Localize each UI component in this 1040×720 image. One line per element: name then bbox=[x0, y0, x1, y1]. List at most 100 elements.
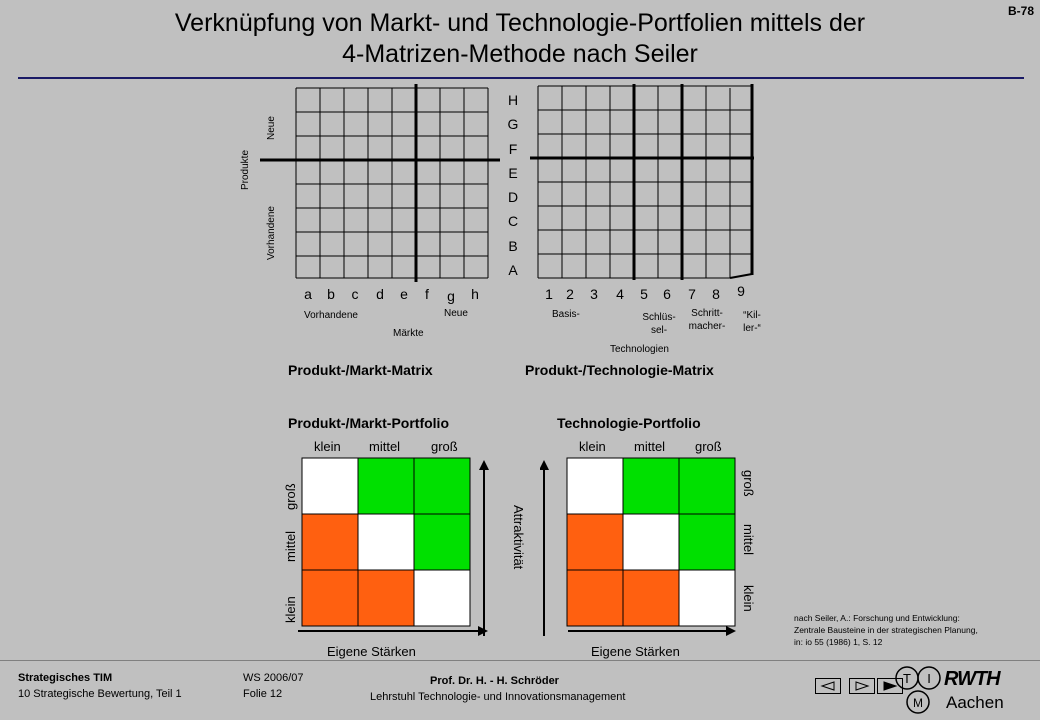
tech-cell-r2-c1 bbox=[622, 569, 680, 627]
pm-x-tick-a: a bbox=[304, 286, 312, 302]
pt-schluessel-line-2: sel- bbox=[650, 325, 668, 336]
tech-cell-r2-c0 bbox=[566, 569, 624, 627]
pt-x-tick-5: 5 bbox=[640, 286, 648, 302]
nav-first-icon bbox=[820, 681, 835, 691]
pm-x-tick-e: e bbox=[400, 286, 408, 302]
pt-x-tick-6: 6 bbox=[663, 286, 671, 302]
footer-chair: Lehrstuhl Technologie- und Innovationsma… bbox=[370, 691, 626, 703]
pm-matrix-caption: Produkt-/Markt-Matrix bbox=[288, 362, 433, 378]
tech-cell-r0-c0 bbox=[566, 457, 624, 515]
title-rule bbox=[18, 77, 1024, 79]
pt-x-tick-4: 4 bbox=[616, 286, 624, 302]
pm-portfolio-top-mittel: mittel bbox=[369, 439, 401, 454]
pt-matrix-grid bbox=[530, 84, 754, 280]
pt-x-tick-7: 7 bbox=[688, 286, 696, 302]
pm-portfolio-top-klein: klein bbox=[314, 439, 341, 454]
tech-portfolio-grid bbox=[566, 457, 736, 627]
pm-cell-r2-c1 bbox=[357, 569, 415, 627]
nav-first-button[interactable] bbox=[815, 678, 841, 694]
tech-cell-r0-c2 bbox=[678, 457, 736, 515]
shared-letter-g: G bbox=[507, 116, 519, 133]
tech-portfolio-x-axis: Eigene Stärken bbox=[591, 644, 680, 659]
pt-basis: Basis- bbox=[552, 309, 580, 320]
pm-portfolio-axes bbox=[298, 460, 489, 636]
shared-letter-c: C bbox=[507, 213, 519, 230]
pm-x-vorhandene: Vorhandene bbox=[304, 310, 358, 321]
pm-portfolio-grid bbox=[301, 457, 471, 627]
attraktivitaet-axis-label: Attraktivität bbox=[511, 505, 526, 570]
pt-killer-line-1: “Kil- bbox=[743, 310, 761, 321]
title-line-1: Verknüpfung von Markt- und Technologie-P… bbox=[174, 9, 866, 37]
source-line-1: nach Seiler, A.: Forschung und Entwicklu… bbox=[794, 613, 960, 623]
pt-schritt-line-1: Schritt- bbox=[691, 308, 723, 319]
tech-cell-r1-c0 bbox=[566, 513, 624, 571]
source-line-3: in: io 55 (1986) 1, S. 12 bbox=[794, 637, 883, 647]
pm-portfolio-title: Produkt-/Markt-Portfolio bbox=[288, 415, 449, 431]
footer-folie: Folie 12 bbox=[243, 688, 283, 700]
pt-x-tick-8: 8 bbox=[712, 286, 720, 302]
shared-letter-column: H G F E D C B A bbox=[503, 92, 523, 286]
pm-portfolio-x-axis: Eigene Stärken bbox=[327, 644, 416, 659]
footer-course: Strategisches TIM bbox=[18, 672, 113, 684]
pm-x-tick-g: g bbox=[447, 288, 455, 304]
tech-portfolio-side-klein: klein bbox=[741, 585, 756, 612]
pt-matrix-caption: Produkt-/Technologie-Matrix bbox=[525, 362, 714, 378]
pm-portfolio-top-gross: groß bbox=[431, 439, 458, 454]
shared-letter-e: E bbox=[508, 164, 518, 181]
pt-schluessel: Schlüs- sel- bbox=[634, 311, 684, 337]
aachen-logo: Aachen bbox=[946, 693, 1004, 712]
pm-y-axis-title: Produkte bbox=[240, 149, 251, 190]
rwth-logo: RWTH bbox=[944, 668, 1001, 690]
tim-logo-i: I bbox=[927, 671, 931, 686]
pt-x-tick-1: 1 bbox=[545, 286, 553, 302]
tech-cell-r1-c1 bbox=[622, 513, 680, 571]
nav-prev-button[interactable] bbox=[849, 678, 875, 694]
pt-schluessel-line-1: Schlüs- bbox=[642, 312, 676, 323]
shared-letter-f: F bbox=[508, 140, 518, 157]
pm-y-axis-arrow bbox=[479, 460, 489, 470]
pm-cell-r0-c0 bbox=[301, 457, 359, 515]
pt-schrittmacher: Schritt- macher- bbox=[682, 307, 732, 333]
pt-killer-line-2: ler-“ bbox=[743, 323, 761, 334]
tech-portfolio-side-gross: groß bbox=[741, 470, 756, 497]
tech-cell-r1-c2 bbox=[678, 513, 736, 571]
pt-x-tick-2: 2 bbox=[566, 286, 574, 302]
footer-divider bbox=[0, 660, 1040, 661]
pm-x-tick-h: h bbox=[471, 286, 479, 302]
page-number: B-78 bbox=[1007, 4, 1034, 18]
tech-portfolio-axes bbox=[540, 460, 736, 636]
shared-letter-a: A bbox=[508, 262, 518, 279]
title-line-2: 4-Matrizen-Methode nach Seiler bbox=[342, 40, 698, 68]
source-line-2: Zentrale Bausteine in der strategischen … bbox=[794, 625, 978, 635]
nav-prev-icon bbox=[855, 681, 870, 691]
pm-cell-r2-c0 bbox=[301, 569, 359, 627]
tech-cell-r2-c2 bbox=[678, 569, 736, 627]
tech-portfolio-top-klein: klein bbox=[579, 439, 606, 454]
tim-logo: T I M bbox=[895, 666, 941, 714]
tech-x-axis-arrow bbox=[726, 626, 736, 636]
page-title: Verknüpfung von Markt- und Technologie-P… bbox=[40, 8, 1000, 70]
pm-cell-r1-c1 bbox=[357, 513, 415, 571]
tim-logo-t: T bbox=[903, 671, 911, 686]
source-note: nach Seiler, A.: Forschung und Entwicklu… bbox=[794, 612, 978, 648]
pm-cell-r0-c2 bbox=[413, 457, 471, 515]
pt-schritt-line-2: macher- bbox=[688, 321, 726, 332]
tech-portfolio-top-mittel: mittel bbox=[634, 439, 666, 454]
pt-killer: “Kil- ler-“ bbox=[732, 309, 772, 335]
pm-x-tick-f: f bbox=[425, 286, 429, 302]
pm-y-neue: Neue bbox=[266, 116, 277, 140]
nav-next-icon bbox=[883, 681, 898, 691]
tech-portfolio-title: Technologie-Portfolio bbox=[557, 415, 701, 431]
footer-chapter: 10 Strategische Bewertung, Teil 1 bbox=[18, 688, 182, 700]
pm-matrix-grid bbox=[260, 84, 500, 282]
shared-letter-b: B bbox=[508, 237, 518, 254]
pm-cell-r1-c0 bbox=[301, 513, 359, 571]
footer-semester: WS 2006/07 bbox=[243, 672, 304, 684]
tech-cell-r0-c1 bbox=[622, 457, 680, 515]
pm-x-tick-c: c bbox=[351, 286, 359, 302]
pm-cell-r1-c2 bbox=[413, 513, 471, 571]
footer-prof: Prof. Dr. H. - H. Schröder bbox=[430, 675, 559, 687]
tim-logo-circle-m bbox=[906, 690, 930, 714]
shared-letter-d: D bbox=[507, 189, 519, 206]
pt-technologien: Technologien bbox=[610, 344, 669, 355]
